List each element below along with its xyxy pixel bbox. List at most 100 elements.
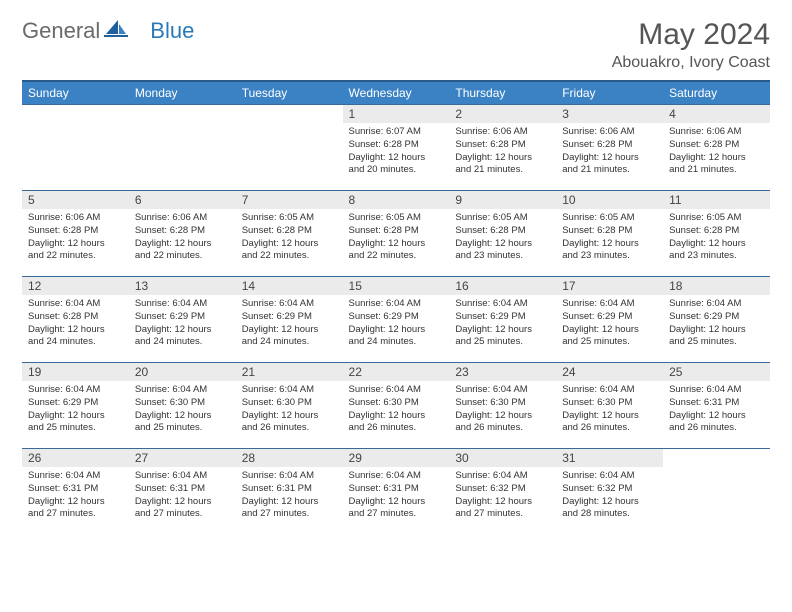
calendar-day-cell <box>129 105 236 191</box>
day-content: Sunrise: 6:06 AMSunset: 6:28 PMDaylight:… <box>129 209 236 266</box>
day-content: Sunrise: 6:04 AMSunset: 6:31 PMDaylight:… <box>129 467 236 524</box>
calendar-day-cell: 5Sunrise: 6:06 AMSunset: 6:28 PMDaylight… <box>22 191 129 277</box>
calendar-week-row: 1Sunrise: 6:07 AMSunset: 6:28 PMDaylight… <box>22 105 770 191</box>
day-number: 22 <box>343 363 450 381</box>
calendar-day-cell <box>22 105 129 191</box>
calendar-day-cell: 26Sunrise: 6:04 AMSunset: 6:31 PMDayligh… <box>22 449 129 535</box>
calendar-day-cell: 8Sunrise: 6:05 AMSunset: 6:28 PMDaylight… <box>343 191 450 277</box>
header: General Blue May 2024 Abouakro, Ivory Co… <box>22 18 770 72</box>
weekday-header-row: SundayMondayTuesdayWednesdayThursdayFrid… <box>22 81 770 105</box>
calendar-week-row: 26Sunrise: 6:04 AMSunset: 6:31 PMDayligh… <box>22 449 770 535</box>
day-content: Sunrise: 6:05 AMSunset: 6:28 PMDaylight:… <box>449 209 556 266</box>
day-number: 15 <box>343 277 450 295</box>
calendar-day-cell: 17Sunrise: 6:04 AMSunset: 6:29 PMDayligh… <box>556 277 663 363</box>
day-number: 31 <box>556 449 663 467</box>
day-number: 6 <box>129 191 236 209</box>
calendar-day-cell <box>236 105 343 191</box>
calendar-table: SundayMondayTuesdayWednesdayThursdayFrid… <box>22 80 770 535</box>
day-content: Sunrise: 6:04 AMSunset: 6:29 PMDaylight:… <box>236 295 343 352</box>
calendar-day-cell: 10Sunrise: 6:05 AMSunset: 6:28 PMDayligh… <box>556 191 663 277</box>
calendar-day-cell: 28Sunrise: 6:04 AMSunset: 6:31 PMDayligh… <box>236 449 343 535</box>
day-number: 26 <box>22 449 129 467</box>
weekday-header: Saturday <box>663 81 770 105</box>
day-content: Sunrise: 6:04 AMSunset: 6:31 PMDaylight:… <box>22 467 129 524</box>
calendar-body: 1Sunrise: 6:07 AMSunset: 6:28 PMDaylight… <box>22 105 770 535</box>
day-number: 19 <box>22 363 129 381</box>
day-content: Sunrise: 6:04 AMSunset: 6:30 PMDaylight:… <box>343 381 450 438</box>
day-content: Sunrise: 6:04 AMSunset: 6:31 PMDaylight:… <box>663 381 770 438</box>
calendar-week-row: 12Sunrise: 6:04 AMSunset: 6:28 PMDayligh… <box>22 277 770 363</box>
day-number: 16 <box>449 277 556 295</box>
day-content: Sunrise: 6:04 AMSunset: 6:30 PMDaylight:… <box>449 381 556 438</box>
day-content: Sunrise: 6:06 AMSunset: 6:28 PMDaylight:… <box>22 209 129 266</box>
day-content: Sunrise: 6:04 AMSunset: 6:31 PMDaylight:… <box>236 467 343 524</box>
day-number: 5 <box>22 191 129 209</box>
day-number: 25 <box>663 363 770 381</box>
day-content: Sunrise: 6:04 AMSunset: 6:32 PMDaylight:… <box>556 467 663 524</box>
weekday-header: Sunday <box>22 81 129 105</box>
calendar-day-cell: 1Sunrise: 6:07 AMSunset: 6:28 PMDaylight… <box>343 105 450 191</box>
day-content: Sunrise: 6:04 AMSunset: 6:31 PMDaylight:… <box>343 467 450 524</box>
calendar-day-cell: 2Sunrise: 6:06 AMSunset: 6:28 PMDaylight… <box>449 105 556 191</box>
calendar-day-cell: 23Sunrise: 6:04 AMSunset: 6:30 PMDayligh… <box>449 363 556 449</box>
calendar-day-cell: 9Sunrise: 6:05 AMSunset: 6:28 PMDaylight… <box>449 191 556 277</box>
day-content: Sunrise: 6:05 AMSunset: 6:28 PMDaylight:… <box>343 209 450 266</box>
day-content: Sunrise: 6:04 AMSunset: 6:29 PMDaylight:… <box>343 295 450 352</box>
day-content: Sunrise: 6:04 AMSunset: 6:30 PMDaylight:… <box>556 381 663 438</box>
day-number: 23 <box>449 363 556 381</box>
calendar-day-cell: 6Sunrise: 6:06 AMSunset: 6:28 PMDaylight… <box>129 191 236 277</box>
day-number: 12 <box>22 277 129 295</box>
calendar-day-cell: 11Sunrise: 6:05 AMSunset: 6:28 PMDayligh… <box>663 191 770 277</box>
weekday-header: Wednesday <box>343 81 450 105</box>
day-number: 13 <box>129 277 236 295</box>
calendar-day-cell: 21Sunrise: 6:04 AMSunset: 6:30 PMDayligh… <box>236 363 343 449</box>
calendar-day-cell: 22Sunrise: 6:04 AMSunset: 6:30 PMDayligh… <box>343 363 450 449</box>
day-content: Sunrise: 6:06 AMSunset: 6:28 PMDaylight:… <box>556 123 663 180</box>
calendar-day-cell: 25Sunrise: 6:04 AMSunset: 6:31 PMDayligh… <box>663 363 770 449</box>
calendar-day-cell: 29Sunrise: 6:04 AMSunset: 6:31 PMDayligh… <box>343 449 450 535</box>
calendar-day-cell: 19Sunrise: 6:04 AMSunset: 6:29 PMDayligh… <box>22 363 129 449</box>
calendar-day-cell: 16Sunrise: 6:04 AMSunset: 6:29 PMDayligh… <box>449 277 556 363</box>
day-content: Sunrise: 6:04 AMSunset: 6:28 PMDaylight:… <box>22 295 129 352</box>
day-content: Sunrise: 6:04 AMSunset: 6:30 PMDaylight:… <box>236 381 343 438</box>
day-content: Sunrise: 6:04 AMSunset: 6:30 PMDaylight:… <box>129 381 236 438</box>
day-number: 30 <box>449 449 556 467</box>
day-number: 24 <box>556 363 663 381</box>
calendar-day-cell: 20Sunrise: 6:04 AMSunset: 6:30 PMDayligh… <box>129 363 236 449</box>
calendar-day-cell: 31Sunrise: 6:04 AMSunset: 6:32 PMDayligh… <box>556 449 663 535</box>
day-content: Sunrise: 6:06 AMSunset: 6:28 PMDaylight:… <box>449 123 556 180</box>
calendar-day-cell: 30Sunrise: 6:04 AMSunset: 6:32 PMDayligh… <box>449 449 556 535</box>
weekday-header: Monday <box>129 81 236 105</box>
day-number: 7 <box>236 191 343 209</box>
day-content: Sunrise: 6:04 AMSunset: 6:29 PMDaylight:… <box>449 295 556 352</box>
calendar-week-row: 5Sunrise: 6:06 AMSunset: 6:28 PMDaylight… <box>22 191 770 277</box>
calendar-day-cell: 24Sunrise: 6:04 AMSunset: 6:30 PMDayligh… <box>556 363 663 449</box>
calendar-day-cell <box>663 449 770 535</box>
location: Abouakro, Ivory Coast <box>612 54 770 72</box>
calendar-day-cell: 12Sunrise: 6:04 AMSunset: 6:28 PMDayligh… <box>22 277 129 363</box>
logo-sail-icon <box>104 18 128 44</box>
weekday-header: Tuesday <box>236 81 343 105</box>
weekday-header: Friday <box>556 81 663 105</box>
calendar-day-cell: 13Sunrise: 6:04 AMSunset: 6:29 PMDayligh… <box>129 277 236 363</box>
day-number: 28 <box>236 449 343 467</box>
day-number: 8 <box>343 191 450 209</box>
day-number: 9 <box>449 191 556 209</box>
day-number: 18 <box>663 277 770 295</box>
logo-text-blue: Blue <box>150 18 194 44</box>
title-block: May 2024 Abouakro, Ivory Coast <box>612 18 770 72</box>
weekday-header: Thursday <box>449 81 556 105</box>
day-number: 10 <box>556 191 663 209</box>
day-content: Sunrise: 6:06 AMSunset: 6:28 PMDaylight:… <box>663 123 770 180</box>
calendar-day-cell: 18Sunrise: 6:04 AMSunset: 6:29 PMDayligh… <box>663 277 770 363</box>
calendar-day-cell: 3Sunrise: 6:06 AMSunset: 6:28 PMDaylight… <box>556 105 663 191</box>
day-number: 3 <box>556 105 663 123</box>
day-content: Sunrise: 6:04 AMSunset: 6:32 PMDaylight:… <box>449 467 556 524</box>
calendar-week-row: 19Sunrise: 6:04 AMSunset: 6:29 PMDayligh… <box>22 363 770 449</box>
day-number: 27 <box>129 449 236 467</box>
day-number: 2 <box>449 105 556 123</box>
logo-text-general: General <box>22 18 100 44</box>
calendar-day-cell: 4Sunrise: 6:06 AMSunset: 6:28 PMDaylight… <box>663 105 770 191</box>
day-number: 21 <box>236 363 343 381</box>
day-content: Sunrise: 6:07 AMSunset: 6:28 PMDaylight:… <box>343 123 450 180</box>
